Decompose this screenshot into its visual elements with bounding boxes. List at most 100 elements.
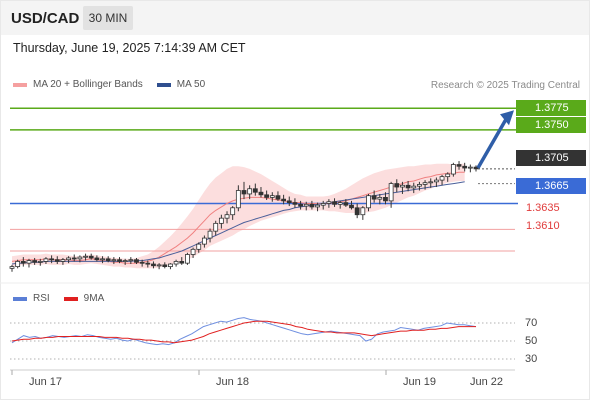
bearish-candle — [405, 184, 411, 189]
bearish-candle — [332, 201, 337, 205]
bollinger-band — [12, 163, 465, 269]
x-tick-jun22: Jun 22 — [470, 376, 504, 388]
bullish-candle — [337, 202, 343, 205]
bullish-candle — [428, 181, 434, 184]
bullish-candle — [366, 195, 371, 209]
bullish-candle — [26, 260, 32, 264]
bullish-candle — [66, 257, 71, 261]
bullish-candle — [445, 173, 451, 178]
bearish-candle — [354, 207, 360, 216]
legend-label-rsi: RSI — [33, 293, 50, 304]
pivot-label: 1.3665 — [516, 178, 586, 194]
bearish-candle — [343, 202, 349, 206]
support-1-label: 1.3635 — [526, 202, 560, 214]
bearish-candle — [252, 188, 258, 193]
bearish-candle — [281, 198, 287, 202]
legend-item-ma20: MA 20 + Bollinger Bands — [13, 79, 143, 90]
bullish-candle — [83, 255, 88, 258]
bullish-candle — [417, 184, 422, 187]
bullish-candle — [230, 207, 236, 216]
bearish-candle — [88, 255, 94, 259]
bullish-candle — [207, 230, 213, 239]
bullish-candle — [185, 254, 190, 264]
bearish-candle — [309, 203, 315, 208]
bullish-candle — [156, 264, 162, 267]
last-price-label: 1.3705 — [516, 150, 586, 166]
bullish-candle — [190, 248, 196, 255]
rsi-line — [11, 317, 477, 346]
support-2-label: 1.3610 — [526, 220, 560, 232]
bullish-candle — [439, 176, 445, 181]
bullish-candle — [218, 217, 224, 224]
bullish-candle — [400, 184, 405, 188]
bullish-candle — [422, 182, 428, 185]
x-tick-jun18: Jun 18 — [216, 376, 250, 388]
bullish-candle — [315, 204, 320, 208]
legend-label-9ma: 9MA — [83, 293, 105, 304]
timeframe-button[interactable]: 30 MIN — [83, 6, 133, 30]
bearish-candle — [134, 259, 139, 263]
resistance-2-label: 1.3775 — [516, 100, 586, 116]
bullish-candle — [377, 197, 383, 200]
rsi-legend: RSI 9MA — [13, 293, 118, 304]
bearish-candle — [162, 264, 168, 268]
bearish-candle — [20, 261, 26, 264]
bearish-candle — [371, 195, 377, 200]
ma50-swatch — [156, 82, 171, 87]
bearish-candle — [275, 195, 281, 200]
resistance-1-label: 1.3750 — [516, 117, 586, 133]
bullish-candle — [122, 260, 128, 262]
legend-label-ma20: MA 20 + Bollinger Bands — [33, 79, 143, 90]
bullish-candle — [235, 190, 241, 209]
bearish-candle — [394, 183, 400, 188]
bearish-candle — [286, 200, 292, 203]
bullish-candle — [213, 222, 219, 232]
bullish-candle — [450, 164, 456, 175]
bullish-candle — [467, 166, 473, 169]
symbol-label: USD/CAD — [11, 10, 80, 27]
rsi-9ma-line — [11, 320, 476, 344]
bullish-candle — [201, 237, 207, 245]
bullish-candle — [128, 259, 134, 262]
bearish-candle — [462, 165, 468, 169]
datetime-label: Thursday, June 19, 2025 7:14:39 AM CET — [13, 41, 246, 55]
price-legend: MA 20 + Bollinger Bands MA 50 — [13, 79, 219, 90]
bearish-candle — [94, 257, 100, 261]
bullish-candle — [100, 258, 105, 261]
bullish-candle — [43, 258, 49, 262]
bearish-candle — [54, 259, 60, 262]
bullish-candle — [247, 188, 253, 195]
rsi-tick-30: 30 — [525, 353, 538, 365]
bullish-candle — [360, 207, 366, 216]
bearish-candle — [456, 164, 462, 167]
legend-item-9ma: 9MA — [63, 293, 105, 304]
projection-arrow-shaft — [476, 118, 508, 169]
rsi-tick-70: 70 — [525, 317, 538, 329]
bullish-candle — [9, 266, 15, 269]
ma20-swatch — [13, 82, 27, 87]
legend-label-ma50: MA 50 — [176, 79, 206, 90]
9ma-swatch — [63, 296, 78, 301]
bearish-candle — [139, 261, 145, 264]
projection-arrow-head — [500, 110, 514, 126]
bearish-candle — [292, 202, 298, 205]
bearish-candle — [383, 197, 388, 202]
bullish-candle — [269, 195, 275, 198]
bullish-candle — [326, 201, 332, 204]
bearish-candle — [349, 204, 354, 209]
bearish-candle — [241, 190, 247, 195]
bullish-candle — [15, 261, 21, 268]
bearish-candle — [179, 261, 185, 264]
bullish-candle — [196, 243, 202, 250]
bullish-candle — [111, 259, 117, 262]
bullish-candle — [388, 183, 394, 202]
bullish-candle — [433, 179, 439, 183]
rsi-tick-50: 50 — [525, 335, 538, 347]
bullish-candle — [224, 214, 230, 219]
bearish-candle — [298, 203, 303, 207]
bearish-candle — [117, 259, 122, 262]
x-tick-jun17: Jun 17 — [29, 376, 63, 388]
bullish-candle — [320, 203, 326, 206]
bullish-candle — [173, 261, 179, 265]
